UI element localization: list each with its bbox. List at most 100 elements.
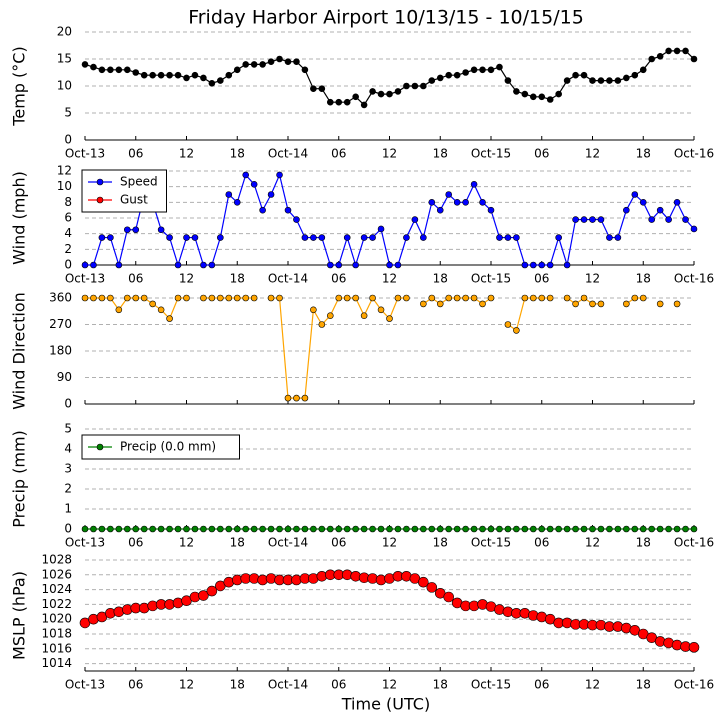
x-tick-label: 12 <box>585 536 600 550</box>
data-point <box>521 90 529 98</box>
x-tick-label: Oct-16 <box>674 147 714 161</box>
data-point <box>563 261 571 269</box>
data-point <box>563 525 571 533</box>
data-point <box>267 294 275 302</box>
data-point <box>352 93 359 101</box>
data-point <box>284 394 292 402</box>
data-point <box>242 525 250 533</box>
x-tick-label: 06 <box>534 536 549 550</box>
data-point <box>335 525 343 533</box>
data-point <box>174 71 182 79</box>
data-point <box>90 294 97 302</box>
data-point <box>436 206 444 214</box>
data-point <box>572 216 579 223</box>
x-tick-label: 06 <box>331 272 346 286</box>
y-tick-label: 1022 <box>41 597 72 611</box>
data-point <box>513 525 520 533</box>
data-point <box>462 525 469 533</box>
data-point <box>462 199 469 206</box>
data-point <box>149 71 156 79</box>
data-point <box>572 525 579 533</box>
x-tick-label: Oct-14 <box>268 536 308 550</box>
data-point <box>403 82 410 90</box>
x-tick-label: Oct-16 <box>674 272 714 286</box>
data-point <box>479 66 486 74</box>
data-point <box>198 590 209 601</box>
data-point <box>597 216 605 223</box>
chart-title: Friday Harbor Airport 10/13/15 - 10/15/1… <box>188 7 584 29</box>
data-point <box>614 77 622 84</box>
data-point <box>107 66 114 74</box>
data-point <box>665 47 672 55</box>
y-axis-title: Precip (mm) <box>10 430 29 528</box>
data-point <box>589 300 596 308</box>
data-point <box>267 58 275 66</box>
x-tick-label: 12 <box>585 272 600 286</box>
data-point <box>191 234 199 241</box>
data-point <box>81 525 89 533</box>
data-point <box>639 199 647 206</box>
data-point <box>411 82 419 90</box>
data-point <box>513 327 520 334</box>
data-point <box>360 234 368 241</box>
data-point <box>386 90 393 98</box>
data-point <box>462 69 469 76</box>
data-point <box>352 294 359 302</box>
data-point <box>673 300 681 308</box>
data-point <box>98 234 106 241</box>
data-point <box>631 525 639 533</box>
data-point <box>682 216 689 223</box>
data-point <box>217 77 224 84</box>
x-tick-label: 18 <box>230 147 245 161</box>
data-point <box>183 74 190 82</box>
data-point <box>411 216 419 223</box>
data-point <box>436 74 444 82</box>
x-tick-label: 12 <box>382 147 397 161</box>
data-point <box>479 300 486 308</box>
data-point <box>377 525 385 533</box>
data-point <box>470 66 478 74</box>
data-point <box>115 261 123 269</box>
data-point <box>335 98 343 106</box>
legend-box <box>81 169 167 213</box>
data-point <box>301 234 309 241</box>
data-point <box>200 261 207 269</box>
data-point <box>284 206 292 214</box>
y-tick-label: 1014 <box>41 656 72 670</box>
data-point <box>487 294 495 302</box>
x-tick-label: Oct-15 <box>471 536 511 550</box>
data-point <box>597 525 605 533</box>
data-point <box>394 88 402 95</box>
data-point <box>123 525 131 533</box>
x-tick-label: 12 <box>179 147 194 161</box>
y-tick-label: 12 <box>57 164 72 178</box>
data-point <box>310 525 317 533</box>
data-point <box>690 55 698 63</box>
data-point <box>81 61 89 68</box>
x-tick-label: 12 <box>382 536 397 550</box>
legend-marker <box>96 178 104 186</box>
data-point <box>538 294 546 302</box>
data-point <box>648 525 656 533</box>
data-point <box>436 525 444 533</box>
data-point <box>521 525 529 533</box>
data-point <box>546 294 554 302</box>
data-point <box>479 199 486 206</box>
data-point <box>369 88 376 95</box>
x-tick-label: 18 <box>230 678 245 692</box>
data-point <box>276 55 283 63</box>
data-point <box>132 69 140 76</box>
data-point <box>673 525 681 533</box>
data-point <box>623 74 630 82</box>
x-tick-label: 06 <box>128 147 143 161</box>
data-point <box>555 525 562 533</box>
data-point <box>140 525 148 533</box>
data-point <box>123 294 131 302</box>
data-point <box>157 71 165 79</box>
data-point <box>445 191 453 198</box>
y-axis-title: Wind Direction <box>10 292 29 410</box>
data-point <box>360 312 368 319</box>
data-point <box>386 525 393 533</box>
data-point <box>259 525 266 533</box>
